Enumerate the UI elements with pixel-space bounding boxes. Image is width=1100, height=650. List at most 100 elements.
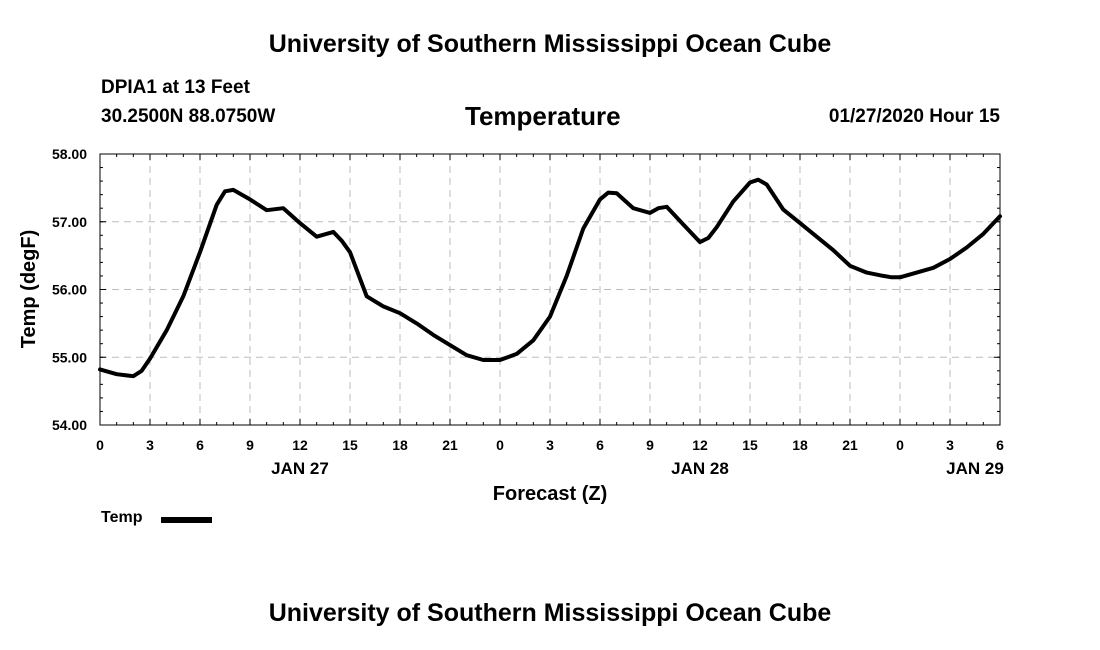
x-tick-label: 15 — [342, 437, 358, 453]
x-tick-label: 6 — [596, 437, 604, 453]
data-point — [899, 276, 901, 278]
grid-lines — [100, 154, 1000, 425]
data-point — [482, 359, 484, 361]
data-point — [657, 207, 659, 209]
x-tick-label: 3 — [946, 437, 954, 453]
data-point — [649, 212, 651, 214]
data-point — [332, 231, 334, 233]
x-tick-label: 3 — [146, 437, 154, 453]
data-point — [416, 322, 418, 324]
legend-line-swatch — [161, 517, 212, 523]
x-tick-label: 12 — [692, 437, 708, 453]
data-point — [916, 272, 918, 274]
data-point — [832, 249, 834, 251]
y-tick-label: 55.00 — [52, 349, 87, 365]
axis-labels: 0 3 6 9 12 15 18 21 0 3 6 9 12 15 18 21 0 3 6 54.00 55.00 56.… — [52, 146, 1004, 478]
data-point — [199, 251, 201, 253]
data-point — [224, 190, 226, 192]
x-tick-label: 21 — [442, 437, 458, 453]
data-point — [116, 373, 118, 375]
data-point — [782, 209, 784, 211]
data-point — [757, 179, 759, 181]
data-point — [216, 204, 218, 206]
data-point — [499, 359, 501, 361]
series-layer — [98, 177, 1002, 379]
data-point — [982, 233, 984, 235]
x-tick-label: 21 — [842, 437, 858, 453]
y-tick-label: 56.00 — [52, 282, 87, 298]
y-tick-label: 58.00 — [52, 146, 87, 162]
data-point — [566, 275, 568, 277]
data-point — [316, 236, 318, 238]
data-point — [732, 200, 734, 202]
chart-title: Temperature — [465, 101, 621, 131]
data-point — [599, 198, 601, 200]
data-point — [299, 222, 301, 224]
coordinates-label: 30.2500N 88.0750W — [101, 106, 276, 127]
data-point — [282, 207, 284, 209]
data-point — [232, 189, 234, 191]
data-point — [582, 228, 584, 229]
plot-frame — [99, 153, 1001, 426]
data-point — [632, 207, 634, 209]
data-point — [132, 375, 134, 377]
y-tick-label: 54.00 — [52, 417, 87, 433]
data-point — [716, 226, 718, 228]
data-point — [399, 312, 401, 314]
data-point — [349, 251, 351, 253]
data-point — [532, 339, 534, 341]
data-point — [516, 353, 518, 355]
date-label: JAN 27 — [271, 459, 329, 478]
data-point — [849, 265, 851, 267]
data-point — [666, 206, 668, 208]
x-tick-label: 3 — [546, 437, 554, 453]
y-axis-label: Temp (degF) — [18, 230, 40, 349]
data-point — [549, 316, 551, 318]
x-tick-label: 9 — [246, 437, 254, 453]
data-point — [966, 247, 968, 248]
data-point — [866, 272, 868, 274]
x-tick-label: 18 — [792, 437, 808, 453]
legend-label: Temp — [101, 509, 143, 526]
data-point — [799, 222, 801, 224]
data-point — [266, 209, 268, 211]
y-tick-label: 57.00 — [52, 214, 87, 230]
x-tick-label: 9 — [646, 437, 654, 453]
station-label: DPIA1 at 13 Feet — [101, 77, 250, 98]
data-point — [616, 192, 618, 194]
datetime-label: 01/27/2020 Hour 15 — [828, 106, 1000, 127]
top-title: University of Southern Mississippi Ocean… — [268, 30, 832, 58]
data-point — [766, 184, 768, 185]
data-point — [432, 334, 434, 336]
data-point — [882, 275, 884, 277]
data-point — [682, 224, 684, 225]
x-tick-label: 0 — [496, 437, 504, 453]
data-point — [749, 182, 751, 183]
data-point — [707, 237, 709, 239]
x-tick-label: 0 — [96, 437, 104, 453]
data-point — [382, 305, 384, 307]
data-point — [366, 295, 368, 297]
date-label: JAN 29 — [946, 459, 1004, 478]
x-tick-label: 0 — [896, 437, 904, 453]
bottom-title: University of Southern Mississippi Ocean… — [268, 599, 832, 627]
x-tick-label: 18 — [392, 437, 408, 453]
data-point — [699, 241, 701, 243]
data-point — [949, 258, 951, 260]
date-label: JAN 28 — [671, 459, 729, 478]
data-point — [449, 344, 451, 346]
x-tick-label: 15 — [742, 437, 758, 453]
data-point — [141, 370, 143, 372]
data-point — [149, 358, 151, 360]
data-point — [891, 276, 893, 278]
x-tick-label: 12 — [292, 437, 308, 453]
data-point — [341, 240, 343, 242]
data-point — [932, 267, 934, 269]
data-point — [466, 354, 468, 356]
data-point — [607, 192, 609, 194]
x-axis-label: Forecast (Z) — [493, 483, 607, 505]
data-point — [182, 295, 184, 297]
x-tick-label: 6 — [196, 437, 204, 453]
x-tick-label: 6 — [996, 437, 1004, 453]
data-point — [166, 329, 168, 331]
